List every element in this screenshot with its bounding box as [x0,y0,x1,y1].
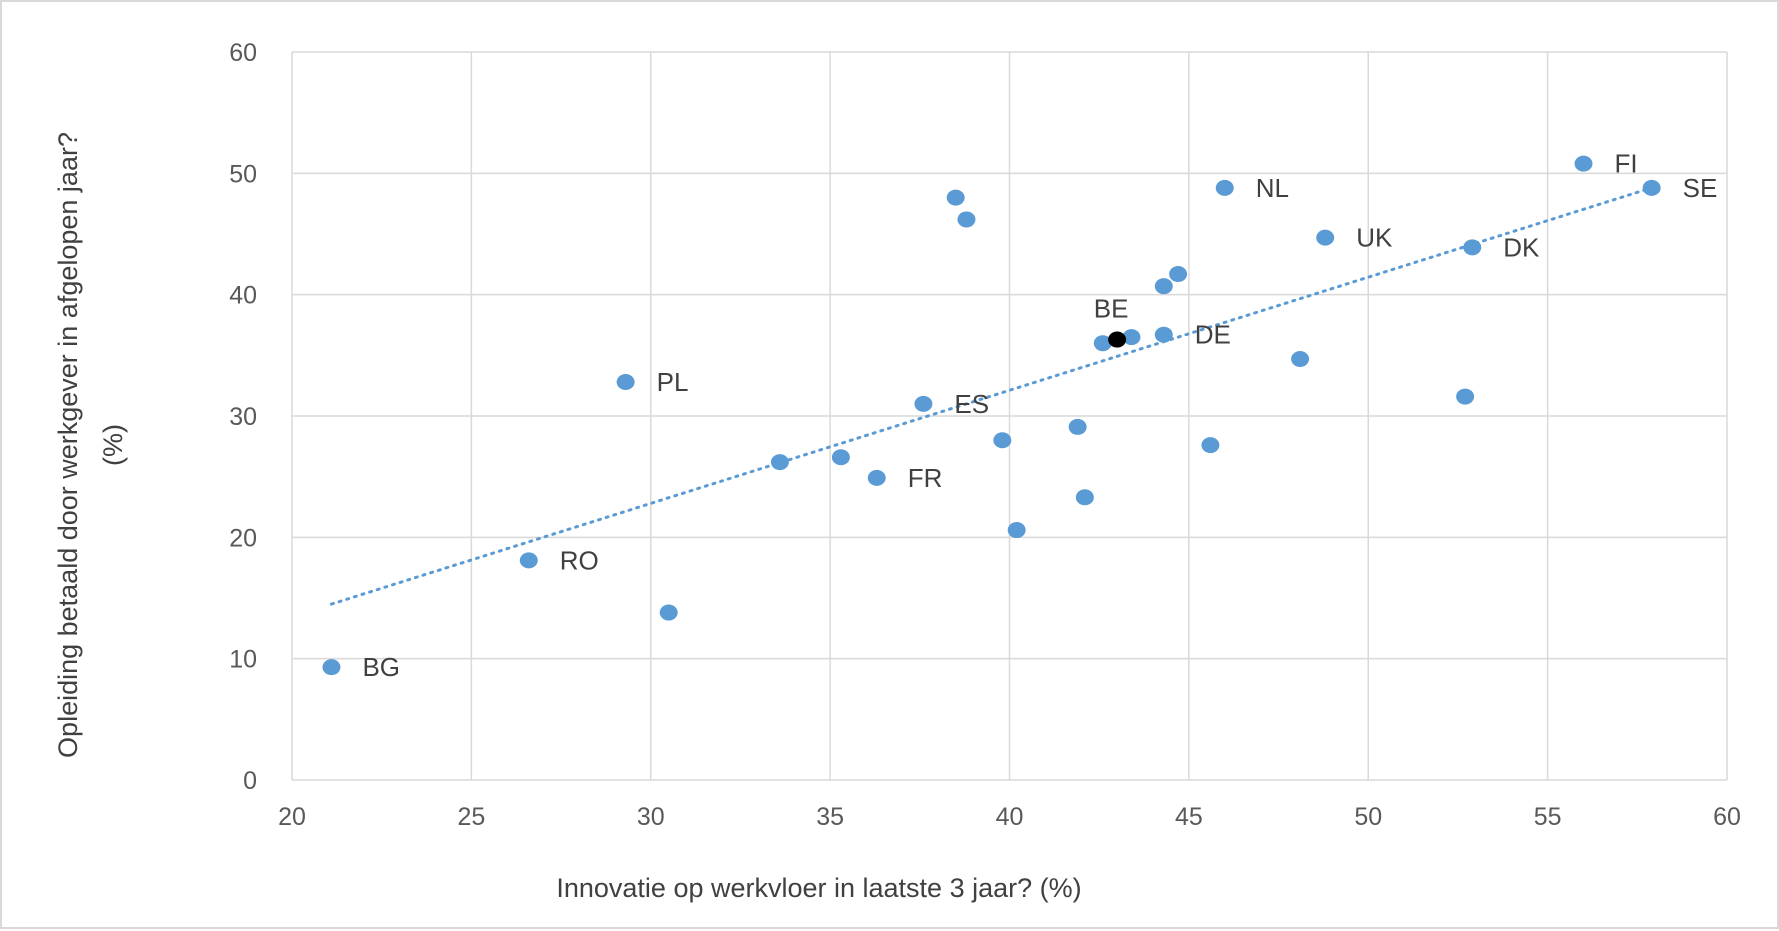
point-label: DK [1503,232,1540,262]
x-tick-label: 45 [1175,803,1203,831]
point-label: FR [908,463,943,493]
point-label: DE [1195,320,1231,350]
x-tick-label: 20 [278,803,306,831]
y-axis-ticks: 0 10 20 30 40 50 60 [229,39,257,795]
data-point [868,470,886,486]
data-point [1069,419,1087,435]
y-tick-label: 40 [229,282,257,310]
point-label: FI [1615,149,1638,179]
y-tick-label: 30 [229,403,257,431]
data-point [1291,351,1309,367]
point-label: SE [1683,173,1718,203]
data-point [947,190,965,206]
data-point [1076,489,1094,505]
data-point [1169,266,1187,282]
data-point [1643,180,1661,196]
x-tick-label: 25 [457,803,485,831]
x-tick-label: 35 [816,803,844,831]
point-label: NL [1256,173,1289,203]
y-axis-title-line1: Opleiding betaald door werkgever in afge… [53,132,83,758]
point-label: PL [657,367,689,397]
point-label: BG [362,652,400,682]
data-point [1201,437,1219,453]
x-tick-label: 40 [996,803,1024,831]
x-tick-label: 30 [637,803,665,831]
data-point [1575,156,1593,172]
data-point-highlight [1108,332,1126,348]
y-tick-label: 50 [229,160,257,188]
data-point [914,396,932,412]
data-point [1463,239,1481,255]
point-label: RO [560,545,599,575]
y-tick-label: 10 [229,646,257,674]
data-point [520,552,538,568]
data-point [957,211,975,227]
data-point [1456,389,1474,405]
data-point [832,449,850,465]
data-point [993,432,1011,448]
x-axis-title: Innovatie op werkvloer in laatste 3 jaar… [556,873,1081,903]
data-point [1008,522,1026,538]
data-point [660,605,678,621]
y-axis-title-line2: (%) [98,424,128,466]
x-tick-label: 50 [1354,803,1382,831]
gridlines [292,52,1727,780]
y-tick-label: 20 [229,524,257,552]
data-point [1155,327,1173,343]
x-tick-label: 55 [1534,803,1562,831]
data-point [1316,230,1334,246]
point-label: BE [1094,294,1129,324]
x-tick-label: 60 [1713,803,1741,831]
data-point [617,374,635,390]
data-point [771,454,789,470]
data-point [322,659,340,675]
x-axis-ticks: 20 25 30 35 40 45 50 55 60 [278,803,1741,831]
y-tick-label: 60 [229,39,257,67]
y-tick-label: 0 [243,767,257,795]
point-label: UK [1356,223,1393,253]
point-label: ES [954,389,989,419]
data-point [1216,180,1234,196]
data-point [1155,278,1173,294]
